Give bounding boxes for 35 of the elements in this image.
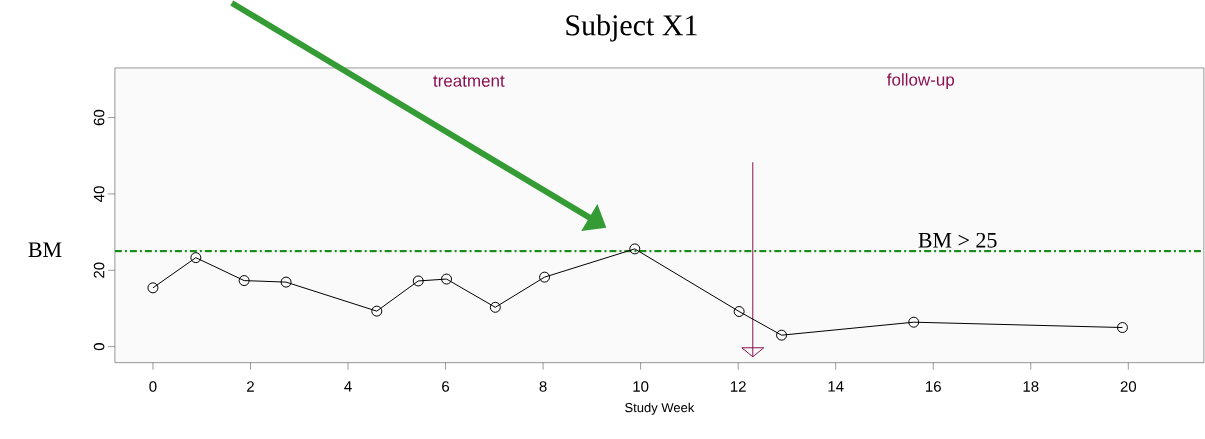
x-tick-label: 12 — [730, 381, 746, 392]
annotation: treatment — [433, 75, 505, 87]
point — [412, 275, 424, 287]
x-tick-label: 0 — [149, 381, 157, 392]
point — [371, 305, 383, 317]
point — [776, 329, 788, 341]
point — [908, 316, 920, 328]
y-axis-title: BM — [28, 242, 62, 258]
x-tick-label: 8 — [539, 381, 547, 392]
x-tick-label: 4 — [344, 381, 352, 392]
x-tick-label: 20 — [1120, 381, 1137, 392]
x-tick-label: 2 — [247, 381, 254, 392]
point — [539, 271, 551, 283]
point — [280, 276, 292, 288]
x-tick-label: 6 — [442, 381, 450, 392]
x-tick-label: 10 — [633, 381, 649, 392]
chart-title: Subject X1 — [566, 14, 697, 42]
y-tick-label: 0 — [93, 343, 105, 351]
point — [489, 302, 501, 313]
y-tick-label: 20 — [93, 262, 105, 279]
y-tick-label: 40 — [93, 186, 105, 203]
x-axis-title: Study Week — [625, 402, 695, 415]
point — [147, 282, 159, 294]
annotation: follow-up — [887, 73, 955, 90]
x-tick-label: 14 — [828, 381, 844, 392]
point — [238, 275, 250, 287]
point — [190, 252, 202, 264]
point — [629, 243, 641, 255]
y-tick-label: 60 — [93, 110, 105, 126]
x-tick-label: 16 — [926, 381, 941, 392]
point — [1116, 322, 1128, 334]
point — [441, 273, 453, 285]
point — [733, 306, 745, 318]
ref-line-label: BM > 25 — [918, 233, 997, 248]
x-tick-label: 18 — [1023, 381, 1039, 392]
